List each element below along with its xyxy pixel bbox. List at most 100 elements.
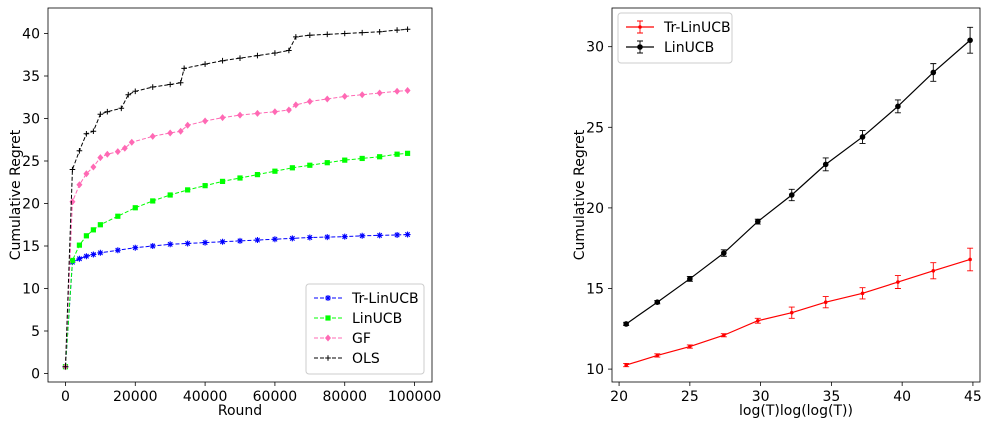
data-point (237, 111, 243, 119)
data-point (307, 162, 313, 168)
data-point (76, 181, 83, 189)
data-point (254, 172, 261, 178)
data-point (342, 157, 348, 163)
data-point (185, 187, 191, 193)
data-point (272, 168, 278, 174)
y-tick-label: 20 (586, 201, 604, 217)
data-point (359, 91, 366, 99)
legend-box (617, 12, 733, 64)
data-point (859, 134, 866, 140)
data-point (377, 154, 383, 160)
data-point (118, 105, 125, 112)
data-point (687, 276, 693, 282)
data-point (359, 232, 366, 239)
legend-entry: GF (314, 331, 371, 347)
data-point (788, 192, 795, 198)
data-point (324, 160, 330, 166)
data-point (721, 250, 727, 256)
x-tick-label: 60000 (253, 389, 298, 405)
data-point (285, 106, 292, 114)
data-point (404, 86, 411, 94)
y-tick-label: 30 (586, 40, 604, 56)
legend-marker (638, 25, 642, 29)
y-tick-label: 35 (22, 69, 40, 85)
legend-entry: Tr-LinUCB (626, 20, 731, 36)
chart-left: 0 20000 40000 60000 80000 100000 0 5 10 15 20 25 30 3… (8, 7, 441, 419)
data-point (722, 333, 726, 338)
data-point (289, 165, 295, 171)
data-point (341, 92, 348, 100)
data-point (128, 138, 135, 146)
data-point (404, 150, 411, 156)
y-tick-label: 20 (22, 197, 40, 213)
data-point (359, 29, 365, 36)
data-point (272, 50, 278, 56)
data-point (132, 88, 139, 95)
data-point (219, 57, 226, 64)
y-tick-label: 10 (22, 282, 40, 298)
data-point (97, 154, 104, 162)
y-axis-label: Cumulative Regret (572, 129, 588, 260)
data-point (754, 218, 761, 225)
data-point (394, 231, 401, 238)
x-tick-label: 35 (822, 389, 840, 405)
data-point (104, 150, 111, 158)
data-point (822, 161, 829, 168)
data-point (688, 344, 692, 349)
data-point (76, 242, 83, 248)
plot-frame (47, 7, 433, 383)
x-tick-label: 20000 (113, 389, 158, 405)
x-axis-label: log(T)log(log(T)) (739, 403, 853, 419)
data-point (967, 37, 973, 44)
legend-marker (325, 315, 331, 321)
data-point (823, 300, 828, 305)
series-line (64, 89, 408, 367)
data-point (121, 144, 128, 152)
data-point (394, 151, 400, 157)
data-point (177, 127, 184, 135)
data-point (181, 65, 187, 72)
data-point (307, 32, 313, 38)
series-tr-linucb (62, 231, 411, 370)
data-point (76, 255, 83, 262)
data-point (150, 198, 156, 204)
data-point (254, 109, 261, 117)
x-tick-label: 20 (610, 389, 628, 405)
x-tick-label: 40000 (183, 389, 228, 405)
y-tick-label: 15 (22, 239, 40, 255)
legend-label: Tr-LinUCB (351, 291, 419, 307)
chart-right: 20 25 30 35 40 451015202530log(T)log(log(T))C… (572, 7, 982, 419)
legend-entry: LinUCB (314, 311, 402, 327)
data-point (90, 163, 97, 171)
data-point (184, 240, 191, 247)
data-point (286, 47, 292, 54)
data-point (376, 29, 383, 35)
data-point (359, 155, 365, 162)
x-tick-label: 40 (893, 389, 911, 405)
y-tick-label: 10 (586, 362, 604, 378)
data-point (167, 192, 173, 198)
data-point (167, 129, 174, 137)
data-point (655, 353, 660, 358)
data-point (62, 363, 69, 370)
series-line (625, 39, 971, 325)
data-point (202, 183, 208, 189)
data-point (149, 132, 156, 140)
data-point (83, 253, 90, 260)
legend-label: Tr-LinUCB (663, 20, 731, 36)
data-point (90, 227, 96, 233)
series-gf (62, 86, 411, 371)
legend-label: LinUCB (352, 311, 402, 327)
data-point (237, 175, 243, 181)
data-point (202, 239, 209, 246)
data-point (177, 80, 184, 86)
data-point (376, 232, 383, 239)
y-tick-label: 0 (31, 367, 40, 383)
data-point (293, 34, 299, 40)
data-point (755, 318, 760, 323)
data-point (324, 95, 331, 103)
series-ols (62, 26, 411, 370)
plot-frame (611, 7, 981, 383)
data-point (404, 26, 411, 33)
data-point (271, 108, 278, 116)
